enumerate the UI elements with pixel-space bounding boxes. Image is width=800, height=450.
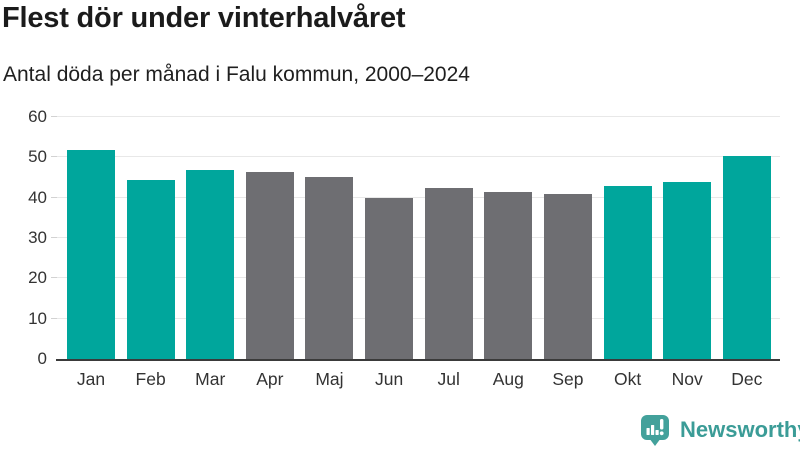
x-tick-label-mar: Mar bbox=[195, 369, 226, 389]
x-tick-label-sep: Sep bbox=[552, 369, 584, 389]
x-tick-label-dec: Dec bbox=[731, 369, 763, 389]
gridline-50 bbox=[57, 156, 780, 158]
bar-aug bbox=[484, 192, 533, 359]
x-tick-label-jul: Jul bbox=[437, 369, 460, 389]
y-tickmark-50 bbox=[51, 156, 57, 158]
x-tick-label-maj: Maj bbox=[315, 369, 344, 389]
bar-jun bbox=[365, 198, 414, 359]
y-tickmark-30 bbox=[51, 237, 57, 238]
x-axis-line bbox=[56, 359, 780, 361]
chart-title: Flest dör under vinterhalvåret bbox=[2, 2, 406, 34]
bar-chart-speech-bubble-icon bbox=[641, 415, 669, 446]
x-tick-label-okt: Okt bbox=[613, 369, 642, 389]
bar-mar bbox=[186, 170, 235, 359]
gridline-10 bbox=[57, 317, 780, 319]
x-tick-label-jan: Jan bbox=[76, 369, 106, 389]
bar-jan bbox=[67, 150, 115, 359]
y-tick-label-10: 10 bbox=[28, 308, 47, 328]
bar-apr bbox=[245, 172, 294, 359]
chart-subtitle: Antal döda per månad i Falu kommun, 2000… bbox=[3, 63, 470, 86]
gridline-60 bbox=[57, 116, 780, 117]
x-tick-label-nov: Nov bbox=[671, 369, 703, 389]
bar-feb bbox=[126, 179, 175, 359]
y-tick-label-20: 20 bbox=[28, 268, 47, 288]
bar-jul bbox=[424, 188, 473, 359]
x-tick-label-apr: Apr bbox=[256, 369, 284, 389]
newsworthy-logo-text: Newsworthy bbox=[680, 417, 800, 442]
bar-maj bbox=[305, 177, 354, 359]
y-tickmark-40 bbox=[51, 196, 57, 198]
y-tickmark-60 bbox=[51, 116, 57, 117]
y-tick-label-60: 60 bbox=[28, 107, 47, 126]
x-tick-label-aug: Aug bbox=[492, 369, 524, 389]
x-axis-labels: Jan Feb Mar Apr Maj Jun Jul Aug Sep Okt Nov Dec bbox=[57, 368, 780, 390]
y-tickmark-20 bbox=[51, 277, 57, 279]
gridline-30 bbox=[57, 237, 780, 238]
plot-area bbox=[51, 116, 780, 361]
gridline-40 bbox=[57, 196, 780, 198]
bar-okt bbox=[603, 185, 652, 359]
y-axis-labels: 0 10 20 30 40 50 60 bbox=[0, 107, 47, 368]
bar-dec bbox=[722, 156, 771, 359]
y-tick-label-30: 30 bbox=[28, 228, 47, 247]
y-tick-label-40: 40 bbox=[28, 187, 47, 207]
y-tick-label-0: 0 bbox=[37, 349, 47, 368]
x-tick-label-jun: Jun bbox=[374, 369, 404, 389]
newsworthy-logo[interactable]: Newsworthy bbox=[638, 413, 800, 447]
gridline-20 bbox=[57, 277, 780, 279]
bar-nov bbox=[663, 181, 712, 359]
x-tick-label-feb: Feb bbox=[135, 369, 166, 389]
y-tick-label-50: 50 bbox=[28, 147, 47, 167]
y-tickmark-10 bbox=[51, 317, 57, 319]
bar-sep bbox=[543, 193, 592, 359]
